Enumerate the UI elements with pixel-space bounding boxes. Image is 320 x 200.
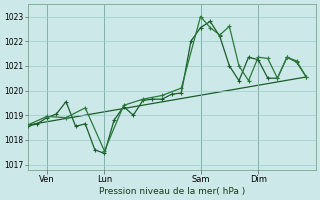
X-axis label: Pression niveau de la mer( hPa ): Pression niveau de la mer( hPa ) bbox=[99, 187, 245, 196]
